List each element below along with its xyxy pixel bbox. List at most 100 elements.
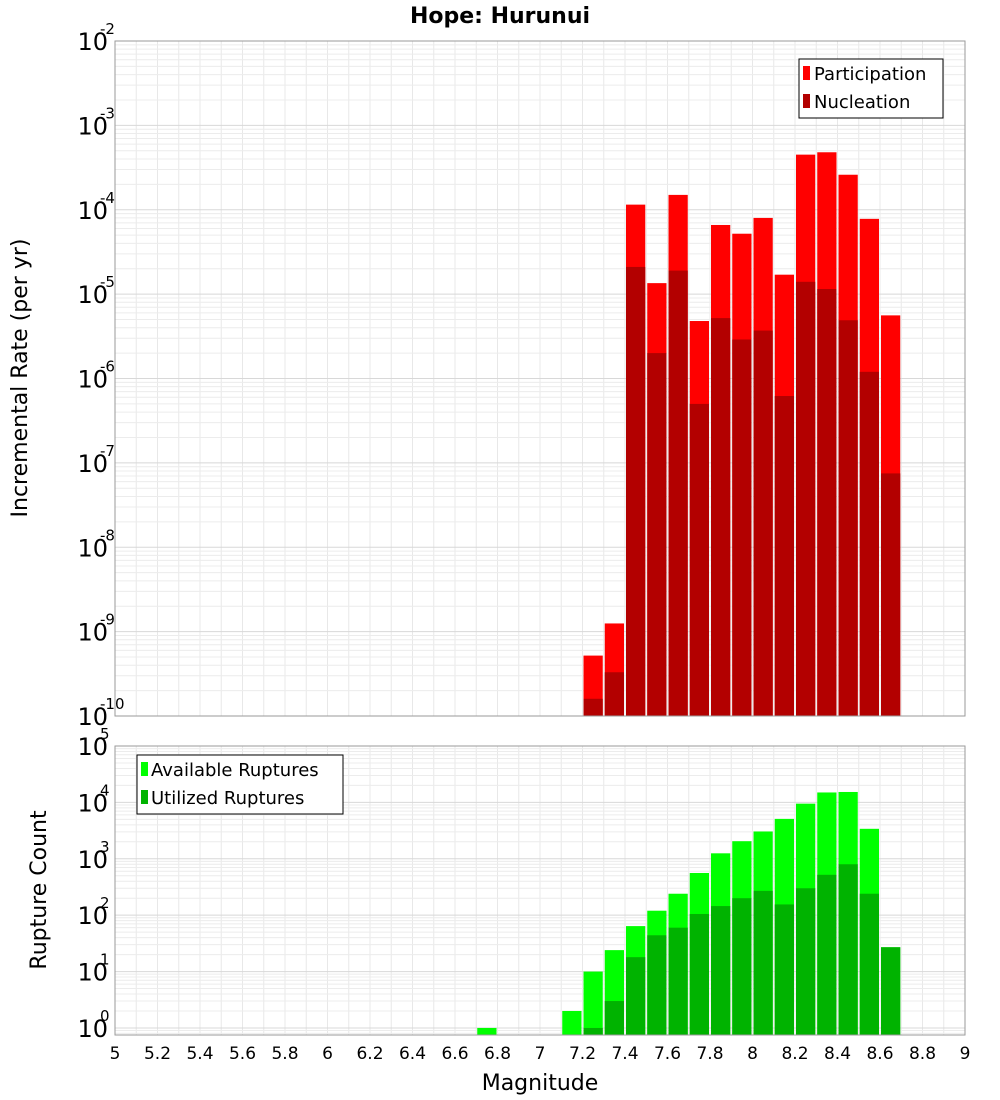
x-tick-label: 8 (747, 1044, 758, 1064)
top-y-tick-exponent: -9 (100, 611, 115, 629)
x-axis-label: Magnitude (482, 1071, 599, 1096)
top-y-tick-label: 10-6 (77, 358, 115, 394)
top-y-tick-base: 10 (77, 366, 108, 394)
bottom-y-tick-label: 102 (77, 894, 109, 930)
bottom-y-tick-exponent: 2 (100, 894, 110, 912)
x-tick-label: 9 (960, 1044, 971, 1064)
x-tick-label: 7.4 (611, 1044, 638, 1064)
x-tick-label: 7.8 (696, 1044, 723, 1064)
x-tick-label: 7.6 (654, 1044, 681, 1064)
top-y-tick-base: 10 (77, 703, 108, 731)
legend-label-participation: Participation (814, 64, 926, 85)
top-plot-border (114, 40, 966, 717)
x-tick-label: 5.4 (186, 1044, 213, 1064)
top-bar-nucleation (647, 353, 667, 716)
top-y-tick-label: 10-8 (77, 526, 115, 562)
legend-label-available: Available Ruptures (151, 760, 319, 781)
bottom-y-tick-base: 10 (77, 789, 108, 817)
bottom-y-tick-exponent: 5 (100, 725, 110, 743)
top-legend-box (798, 58, 944, 119)
x-tick-label: 8.6 (866, 1044, 893, 1064)
top-bar-nucleation (774, 396, 794, 716)
top-bar-nucleation (817, 289, 837, 716)
legend-label-utilized: Utilized Ruptures (151, 788, 304, 809)
bottom-bar-utilized-ruptures (732, 898, 752, 1035)
top-bar-nucleation (668, 270, 688, 716)
bottom-y-tick-exponent: 1 (100, 951, 110, 969)
bottom-bar-utilized-ruptures (753, 890, 773, 1035)
bottom-y-tick-base: 10 (77, 846, 108, 874)
top-y-tick-label: 10-4 (77, 189, 115, 225)
top-bar-nucleation (626, 266, 646, 716)
legend-label-nucleation: Nucleation (814, 92, 910, 113)
x-tick-label: 6 (322, 1044, 333, 1064)
legend-swatch-participation (803, 66, 810, 80)
top-y-tick-base: 10 (77, 112, 108, 140)
bottom-bar-utilized-ruptures (626, 957, 646, 1035)
bottom-bar-utilized-ruptures (711, 906, 731, 1035)
bottom-bar-utilized-ruptures (796, 888, 816, 1035)
bottom-plot-border (114, 745, 966, 1036)
top-legend: Participation Nucleation (798, 58, 944, 119)
bottom-bar-utilized-ruptures (647, 935, 667, 1035)
x-ticks: 5 5.2 5.4 5.6 5.8 6 6.2 6.4 6.6 6.8 7 7.2 7.4 7.6 7.8 8… (110, 1044, 971, 1064)
bottom-y-tick-base: 10 (77, 1015, 108, 1043)
top-bar-nucleation (711, 318, 731, 716)
top-y-tick-label: 10-2 (77, 20, 115, 56)
top-y-tick-exponent: -6 (100, 358, 115, 376)
chart-title: Hope: Hurunui (410, 4, 590, 29)
top-grid (114, 41, 966, 717)
x-tick-label: 6.2 (356, 1044, 383, 1064)
top-y-tick-label: 10-3 (77, 104, 115, 140)
top-y-tick-exponent: -7 (100, 442, 115, 460)
bottom-bar-available-ruptures (477, 1027, 497, 1035)
bottom-bar-utilized-ruptures (881, 947, 901, 1035)
top-bar-nucleation (881, 473, 901, 716)
top-bars (583, 152, 901, 717)
bottom-y-tick-base: 10 (77, 959, 108, 987)
legend-swatch-available (141, 762, 148, 776)
top-y-tick-label: 10-10 (77, 695, 124, 731)
x-tick-label: 7 (535, 1044, 546, 1064)
top-bar-nucleation (796, 281, 816, 716)
x-tick-label: 6.8 (484, 1044, 511, 1064)
x-tick-label: 6.6 (441, 1044, 468, 1064)
legend-swatch-nucleation (803, 94, 810, 108)
bottom-y-tick-label: 100 (77, 1007, 109, 1043)
bottom-bars (477, 791, 901, 1035)
top-y-tick-label: 10-5 (77, 273, 115, 309)
top-y-axis-label: Incremental Rate (per yr) (8, 239, 33, 518)
top-y-tick-exponent: -2 (100, 20, 115, 38)
bottom-bar-utilized-ruptures (774, 904, 794, 1035)
top-y-tick-label: 10-7 (77, 442, 115, 478)
bottom-bar-utilized-ruptures (689, 913, 709, 1035)
top-y-tick-base: 10 (77, 619, 108, 647)
x-tick-label: 7.2 (569, 1044, 596, 1064)
top-y-tick-base: 10 (77, 450, 108, 478)
top-y-tick-label: 10-9 (77, 611, 115, 647)
bottom-bar-utilized-ruptures (668, 927, 688, 1035)
bottom-legend: Available Ruptures Utilized Ruptures (136, 754, 344, 815)
top-bar-nucleation (859, 371, 879, 716)
bottom-bar-available-ruptures (562, 1010, 582, 1035)
x-tick-label: 8.8 (909, 1044, 936, 1064)
top-y-tick-exponent: -4 (100, 189, 115, 207)
top-bar-nucleation (689, 403, 709, 716)
bottom-bar-utilized-ruptures (604, 1001, 624, 1035)
legend-swatch-utilized (141, 790, 148, 804)
bottom-bar-available-ruptures (583, 971, 603, 1035)
top-bar-nucleation (753, 330, 773, 716)
top-bar-nucleation (604, 672, 624, 716)
bottom-y-tick-label: 101 (77, 951, 109, 987)
x-tick-label: 5.8 (271, 1044, 298, 1064)
top-y-tick-exponent: -8 (100, 526, 115, 544)
x-tick-label: 6.4 (399, 1044, 426, 1064)
top-y-tick-exponent: -3 (100, 104, 115, 122)
top-y-tick-base: 10 (77, 281, 108, 309)
x-tick-label: 8.4 (824, 1044, 851, 1064)
